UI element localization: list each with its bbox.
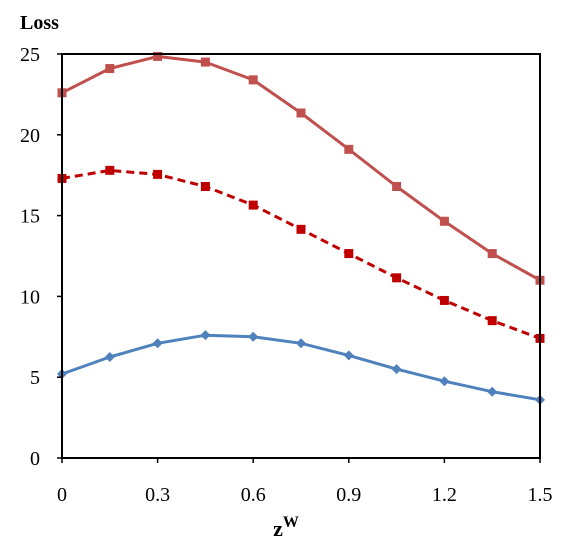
y-tick-label: 5 <box>30 367 40 389</box>
data-point-marker <box>487 316 497 326</box>
data-point-marker <box>153 169 163 179</box>
data-point-marker <box>344 144 354 154</box>
x-axis-title-base: z <box>273 516 283 541</box>
series-layer <box>57 51 545 405</box>
y-axis-ticks: 0 5 10 15 20 25 <box>20 44 62 470</box>
data-point-marker <box>105 64 115 74</box>
data-point-marker <box>487 249 497 259</box>
x-axis-title-superscript: W <box>283 514 299 531</box>
series-1 <box>57 51 545 285</box>
data-point-marker <box>153 51 163 61</box>
data-point-marker <box>200 330 211 341</box>
data-point-marker <box>439 376 450 387</box>
data-point-marker <box>392 182 402 192</box>
x-tick-label: 0.6 <box>241 484 266 506</box>
x-tick-label: 0.3 <box>145 484 170 506</box>
data-point-marker <box>439 216 449 226</box>
y-axis-title: Loss <box>20 12 59 34</box>
data-point-marker <box>296 338 306 349</box>
x-axis-ticks: 0 0.3 0.6 0.9 1.2 1.5 <box>57 458 553 506</box>
series-line <box>61 54 541 282</box>
y-tick-label: 15 <box>20 206 40 228</box>
y-tick-label: 10 <box>20 286 40 308</box>
data-point-marker <box>104 352 115 362</box>
data-point-marker <box>439 295 449 305</box>
y-tick-label: 0 <box>30 448 40 470</box>
data-point-marker <box>248 331 259 342</box>
data-point-marker <box>487 386 498 397</box>
data-point-marker <box>296 108 306 118</box>
data-point-marker <box>200 57 210 67</box>
data-point-marker <box>343 350 354 361</box>
data-point-marker <box>296 224 306 234</box>
x-tick-label: 1.5 <box>528 484 553 506</box>
data-point-marker <box>248 75 258 85</box>
y-tick-label: 20 <box>20 125 40 147</box>
data-point-marker <box>200 182 210 192</box>
series-line <box>61 168 541 340</box>
x-tick-label: 0 <box>57 484 67 506</box>
data-point-marker <box>248 200 258 210</box>
data-point-marker <box>391 364 402 375</box>
x-axis-title: zW <box>273 514 299 541</box>
data-point-marker <box>152 338 163 349</box>
x-tick-label: 1.2 <box>432 484 457 506</box>
series-2 <box>57 165 545 343</box>
y-tick-label: 25 <box>20 44 40 66</box>
data-point-marker <box>392 273 402 283</box>
data-point-marker <box>105 165 115 175</box>
x-tick-label: 0.9 <box>336 484 361 506</box>
series-3 <box>57 330 545 405</box>
data-point-marker <box>344 249 354 259</box>
